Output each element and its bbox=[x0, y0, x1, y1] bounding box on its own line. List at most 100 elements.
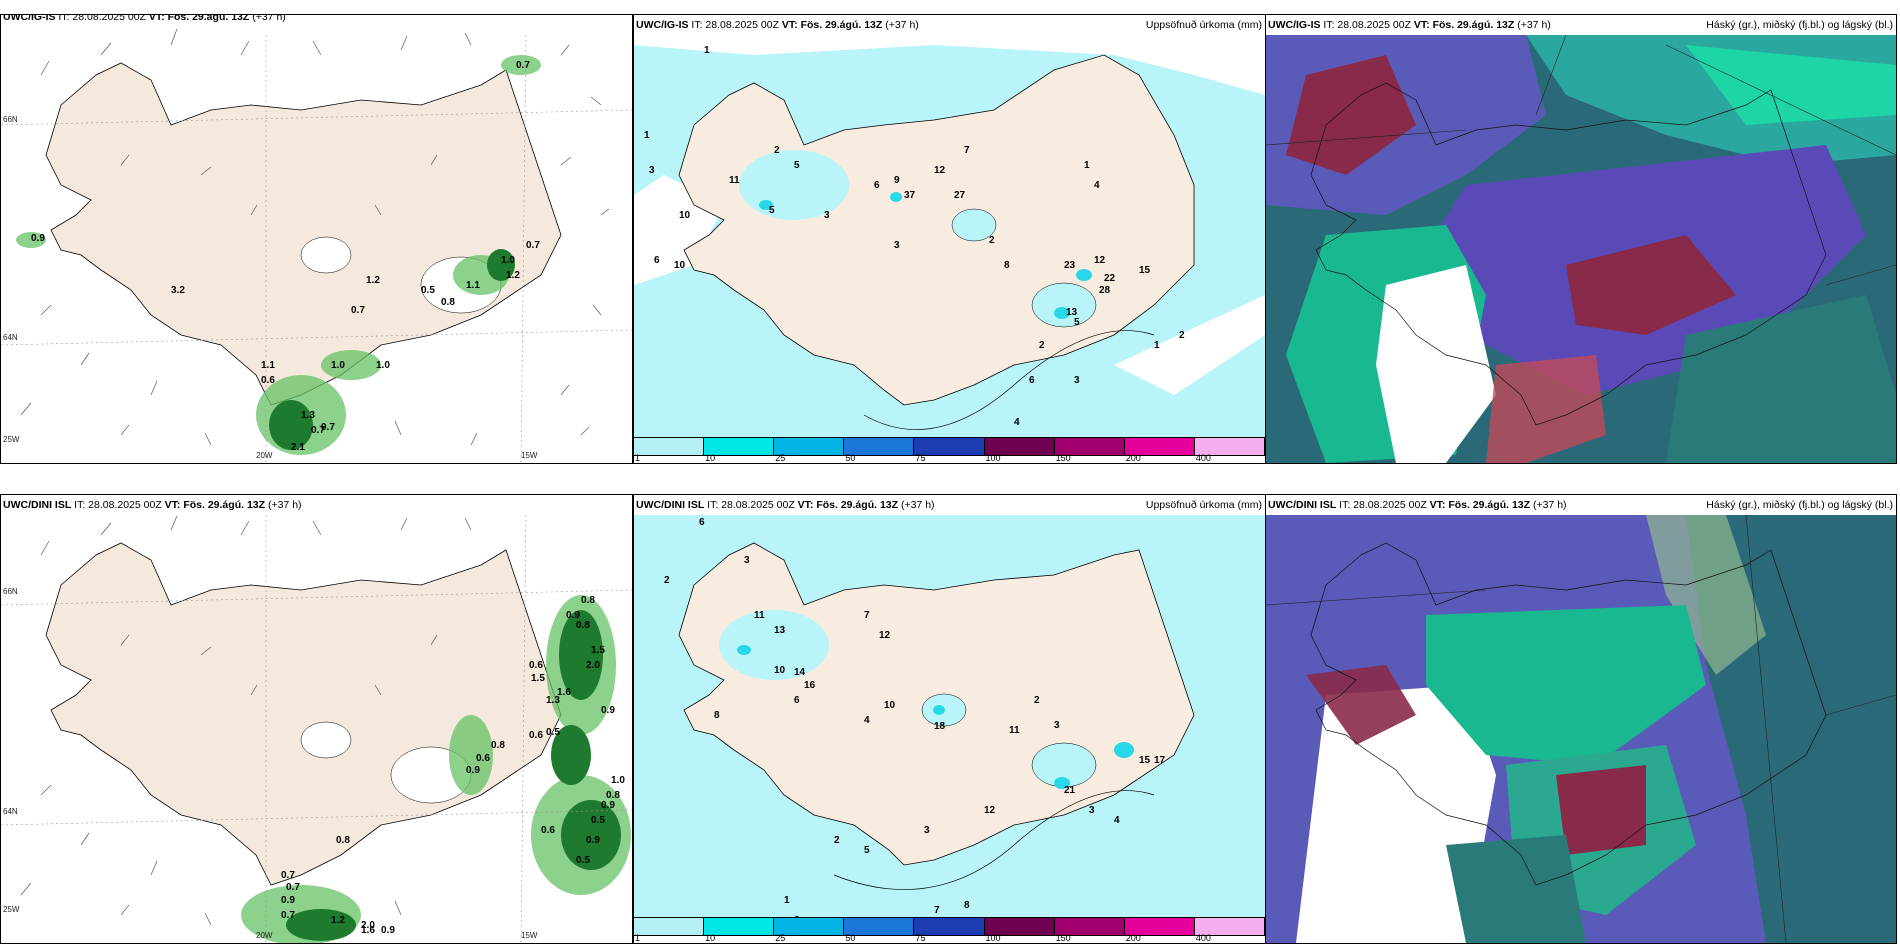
gust-value-label: 1.6 bbox=[557, 687, 571, 698]
precip-value-label: 14 bbox=[794, 667, 806, 678]
panel-header: UWC/IG-IS IT: 28.08.2025 00Z VT: Fös. 29… bbox=[1266, 15, 1896, 35]
cloud-map bbox=[1266, 35, 1896, 463]
gust-value-label: 0.9 bbox=[281, 895, 295, 906]
model-name: UWC/IG-IS bbox=[636, 19, 689, 31]
gust-value-label: 0.9 bbox=[381, 925, 395, 936]
precip-value-label: 3 bbox=[649, 165, 655, 176]
precip-value-label: 15 bbox=[1139, 755, 1151, 766]
colorbar-swatch bbox=[704, 437, 775, 456]
precip-value-label: 2 bbox=[834, 835, 840, 846]
precip-map-svg bbox=[634, 35, 1265, 437]
colorbar-swatch bbox=[704, 917, 775, 936]
precip-value-label: 12 bbox=[879, 630, 891, 641]
init-time: IT: 28.08.2025 00Z bbox=[1323, 19, 1411, 31]
precip-value-label: 13 bbox=[774, 625, 786, 636]
precip-value-label: 17 bbox=[1154, 755, 1166, 766]
gust-value-label: 0.7 bbox=[281, 910, 295, 921]
colorbar-swatch bbox=[844, 917, 915, 936]
panel-wind-top: UWC/IG-IS IT: 28.08.2025 00Z VT: Fös. 29… bbox=[0, 14, 633, 464]
model-name: UWC/IG-IS bbox=[1268, 19, 1321, 31]
gust-value-label: 1.0 bbox=[501, 255, 515, 266]
precip-value-label: 10 bbox=[774, 665, 786, 676]
gust-value-label: 0.9 bbox=[566, 610, 580, 621]
model-name: UWC/DINI ISL bbox=[1268, 499, 1337, 511]
gust-value-label: 1.5 bbox=[591, 645, 605, 656]
lat-label-66n: 66N bbox=[3, 587, 18, 596]
colorbar-tick-label: 10 bbox=[705, 933, 716, 943]
gust-value-label: 0.8 bbox=[491, 740, 505, 751]
precip-value-label: 2 bbox=[989, 235, 995, 246]
valid-time: VT: Fös. 29.ágú. 13Z bbox=[164, 499, 266, 511]
gust-value-label: 0.9 bbox=[31, 233, 45, 244]
panel-header: UWC/DINI ISL IT: 28.08.2025 00Z VT: Fös.… bbox=[634, 495, 1265, 515]
gust-value-label: 0.6 bbox=[541, 825, 555, 836]
init-time: IT: 28.08.2025 00Z bbox=[58, 14, 146, 23]
precip-colorbar: 1 10 25 50 75 100 150 200 400 bbox=[634, 437, 1265, 463]
panel-header: UWC/DINI ISL IT: 28.08.2025 00Z VT: Fös.… bbox=[1266, 495, 1896, 515]
lead-hours: (+37 h) bbox=[885, 19, 919, 31]
gust-value-label: 0.9 bbox=[601, 800, 615, 811]
precip-value-label: 6 bbox=[654, 255, 660, 266]
model-name: UWC/IG-IS bbox=[3, 14, 56, 23]
precip-value-label: 11 bbox=[729, 175, 740, 186]
field-label: Háský (gr.), miðský (fj.bl.) og lágský (… bbox=[1706, 499, 1893, 511]
precip-value-label: 1 bbox=[704, 45, 710, 56]
gust-value-label: 0.8 bbox=[606, 790, 620, 801]
field-label: Háský (gr.), miðský (fj.bl.) og lágský (… bbox=[1706, 19, 1893, 31]
lat-label-66n: 66N bbox=[3, 115, 18, 124]
lon-label-20w: 20W bbox=[256, 451, 273, 460]
colorbar-tick-label: 10 bbox=[705, 453, 716, 463]
field-label: Uppsöfnuð úrkoma (mm) bbox=[1145, 499, 1262, 511]
colorbar-swatch bbox=[914, 917, 985, 936]
precip-value-label: 21 bbox=[1064, 785, 1076, 796]
cloud-map-svg bbox=[1266, 515, 1896, 943]
init-time: IT: 28.08.2025 00Z bbox=[707, 499, 795, 511]
colorbar-swatch bbox=[774, 437, 845, 456]
precip-value-label: 2 bbox=[664, 575, 670, 586]
gust-value-label: 3.2 bbox=[171, 285, 185, 296]
panel-header: UWC/IG-IS IT: 28.08.2025 00Z VT: Fös. 29… bbox=[1, 14, 632, 27]
colorbar-tick-label: 25 bbox=[775, 453, 786, 463]
precip-value-label: 1 bbox=[644, 130, 650, 141]
colorbar-swatch bbox=[1054, 917, 1125, 936]
lead-hours: (+37 h) bbox=[1532, 499, 1567, 511]
gust-value-label: 2.0 bbox=[586, 660, 600, 671]
precip-value-label: 10 bbox=[679, 210, 691, 221]
gust-value-label: 0.8 bbox=[441, 297, 455, 308]
precip-map bbox=[634, 35, 1265, 437]
colorbar-swatch bbox=[984, 437, 1055, 456]
gust-value-label: 0.6 bbox=[529, 730, 543, 741]
panel-cloud-top: UWC/IG-IS IT: 28.08.2025 00Z VT: Fös. 29… bbox=[1265, 14, 1897, 464]
lon-label-25w: 25W bbox=[3, 905, 20, 914]
panel-header: UWC/DINI ISL IT: 28.08.2025 00Z VT: Fös.… bbox=[1, 495, 632, 515]
gust-value-label: 0.6 bbox=[476, 753, 490, 764]
gust-value-label: 1.2 bbox=[366, 275, 380, 286]
valid-time: VT: Fös. 29.ágú. 13Z bbox=[1429, 499, 1531, 511]
precip-value-label: 23 bbox=[1064, 260, 1076, 271]
precip-value-label: 5 bbox=[769, 205, 775, 216]
colorbar-tick-label: 1 bbox=[635, 933, 641, 943]
gust-value-label: 0.9 bbox=[601, 705, 615, 716]
precip-value-label: 1 bbox=[1084, 160, 1090, 171]
gust-value-label: 1.2 bbox=[506, 270, 520, 281]
precip-value-label: 13 bbox=[1066, 307, 1078, 318]
panel-precip-top: UWC/IG-IS IT: 28.08.2025 00Z VT: Fös. 29… bbox=[633, 14, 1266, 464]
colorbar-swatch bbox=[914, 437, 985, 456]
gust-value-label: 1.1 bbox=[466, 280, 480, 291]
gust-value-label: 1.0 bbox=[611, 775, 625, 786]
colorbar-swatch bbox=[984, 917, 1055, 936]
precip-map-svg bbox=[634, 515, 1265, 917]
colorbar-swatch bbox=[774, 917, 845, 936]
model-name: UWC/DINI ISL bbox=[3, 499, 72, 511]
init-time: IT: 28.08.2025 00Z bbox=[691, 19, 779, 31]
lead-hours: (+37 h) bbox=[900, 499, 935, 511]
gust-value-label: 1.5 bbox=[531, 673, 545, 684]
precip-value-label: 22 bbox=[1104, 273, 1116, 284]
cloud-map-svg bbox=[1266, 35, 1896, 463]
colorbar-swatch bbox=[1054, 437, 1125, 456]
precip-value-label: 5 bbox=[794, 160, 800, 171]
precip-value-label: 3 bbox=[1089, 805, 1095, 816]
gust-value-label: 0.7 bbox=[516, 60, 530, 71]
precip-value-label: 7 bbox=[864, 610, 870, 621]
precip-value-label: 16 bbox=[804, 680, 816, 691]
